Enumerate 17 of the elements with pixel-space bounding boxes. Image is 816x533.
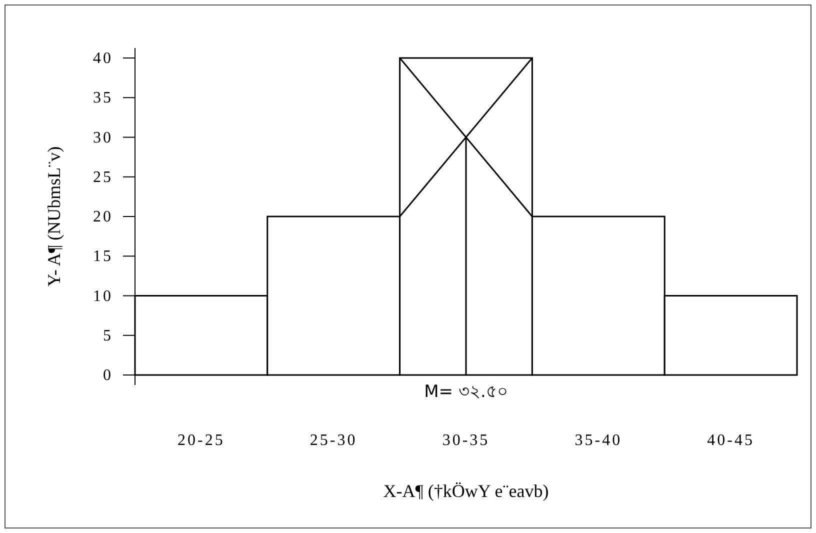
y-tick-label: 15	[93, 248, 113, 266]
y-tick-label: 20	[93, 208, 113, 226]
y-tick-label: 30	[93, 129, 113, 146]
x-tick-label: 40-45	[707, 432, 754, 449]
x-tick-label: 35-40	[574, 432, 622, 449]
y-tick-label: 25	[93, 168, 113, 186]
text: M= ৩২.৫০	[424, 382, 508, 402]
y-tick-label: 10	[93, 288, 113, 305]
x-tick-label: 25-30	[310, 432, 358, 449]
y-tick-label: 5	[103, 327, 113, 344]
x-tick-label: 20-25	[178, 432, 225, 449]
y-tick-label: 35	[93, 90, 113, 107]
y-tick-label: 40	[93, 50, 113, 67]
x-axis-title: X-A¶ (†kÖwY e¨eavb)	[383, 481, 549, 501]
x-tick-label: 30-35	[442, 432, 490, 449]
y-axis-title: Y- A¶ (NUbmsL¨v)	[44, 146, 64, 287]
y-tick-label: 0	[103, 367, 113, 384]
